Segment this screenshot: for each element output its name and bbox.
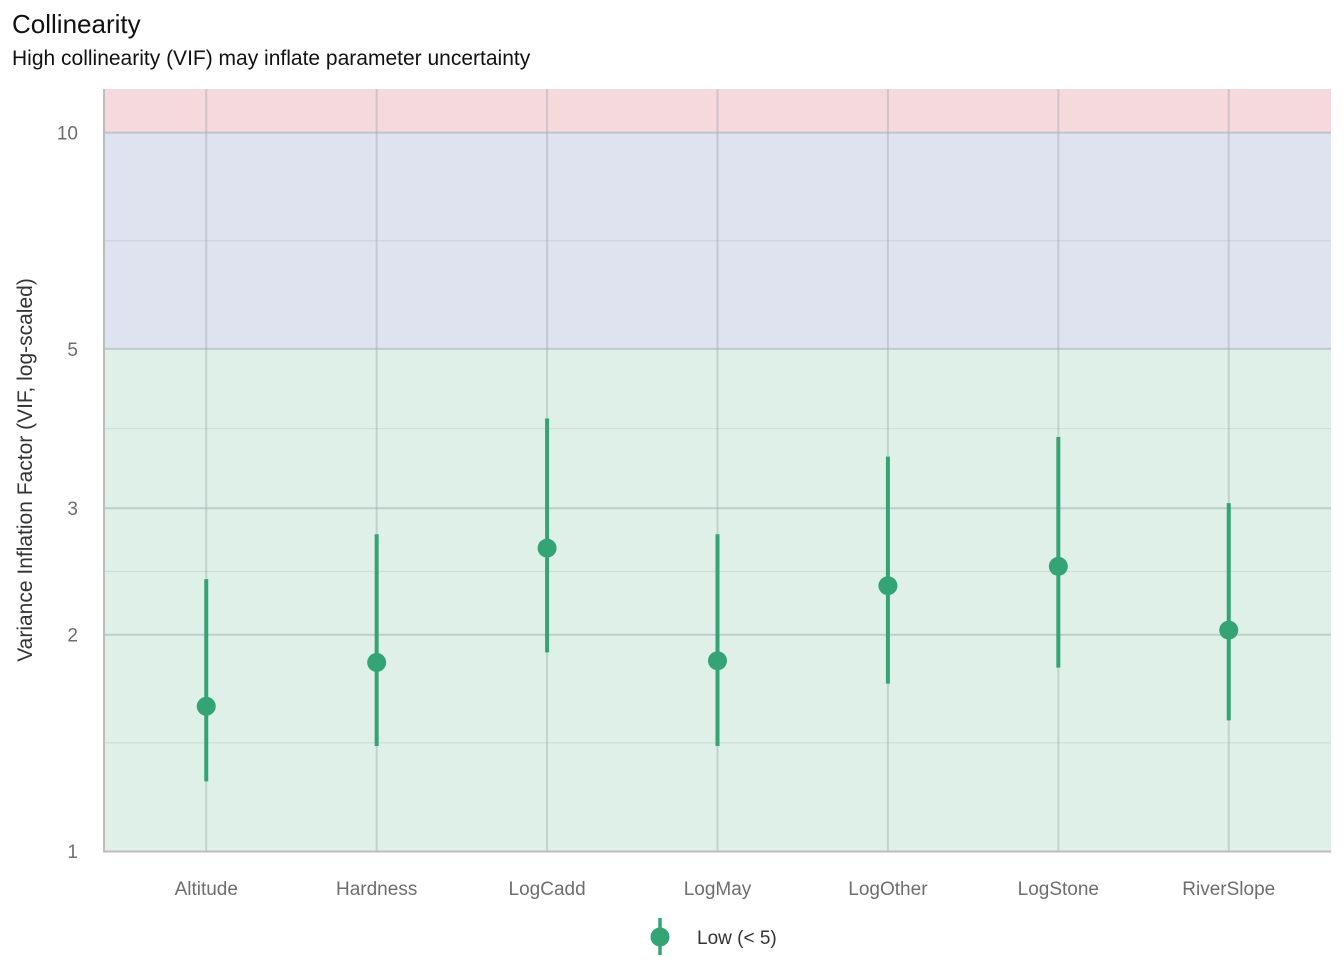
x-tick-label: LogCadd [509,879,586,900]
axes [103,89,1331,853]
y-tick-label: 5 [67,340,78,361]
data-point [537,538,557,558]
data-point [367,652,387,672]
data-point [878,576,898,596]
y-axis-label: Variance Inflation Factor (VIF, log-scal… [14,278,37,662]
band-moderate [104,132,1331,349]
x-tick-label: RiverSlope [1182,879,1275,900]
y-tick-label: 2 [67,626,78,647]
y-tick-label: 3 [67,499,78,520]
data-point [196,696,216,716]
y-tick-labels: 1 2 3 5 10 [57,124,78,863]
chart-subtitle: High collinearity (VIF) may inflate para… [12,47,531,70]
data-point [708,651,727,671]
x-tick-labels: Altitude Hardness LogCadd LogMay LogOther Log… [175,879,1276,900]
data-point [1048,556,1068,576]
legend-point-icon [650,927,670,947]
x-tick-label: LogMay [684,879,752,900]
band-high [104,89,1331,133]
legend-label: Low (< 5) [697,928,777,949]
x-tick-label: Altitude [175,879,238,900]
data-marks [196,418,1239,782]
y-tick-label: 1 [67,842,78,863]
chart-title: Collinearity [12,9,141,39]
y-tick-label: 10 [57,124,78,145]
x-tick-label: Hardness [336,879,417,900]
x-tick-label: LogOther [848,879,928,900]
x-tick-label: LogStone [1018,879,1099,900]
data-point [1219,620,1239,640]
legend: Low (< 5) [650,918,777,955]
